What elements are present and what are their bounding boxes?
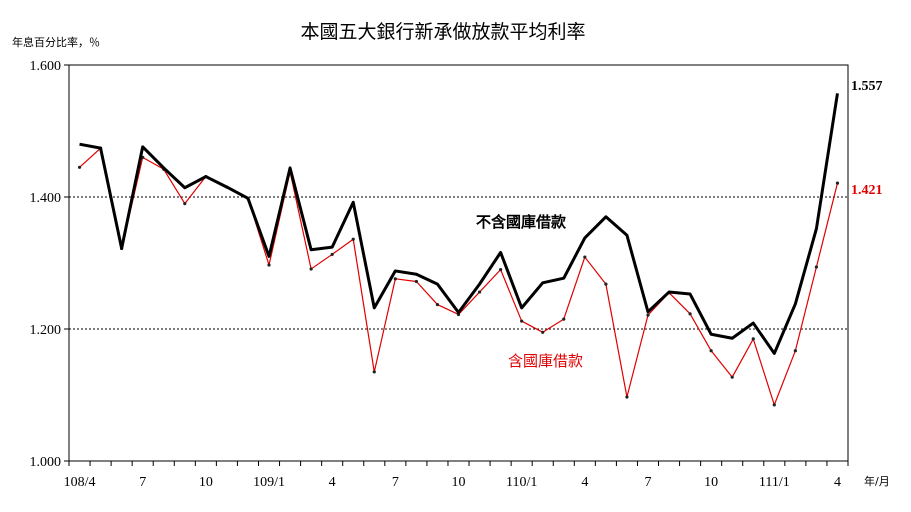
data-point: [709, 349, 713, 353]
data-point: [688, 312, 692, 316]
x-tick-label: 4: [581, 475, 588, 490]
data-point: [183, 202, 187, 206]
end-label-no-treasury: 1.557: [851, 79, 883, 94]
data-point: [520, 319, 524, 323]
data-point: [583, 255, 587, 259]
x-tick-label: 110/1: [506, 475, 537, 490]
x-tick-label: 4: [329, 475, 336, 490]
x-tick-label: 10: [704, 475, 718, 490]
data-point: [330, 252, 334, 257]
x-tick-label: 10: [452, 475, 466, 490]
end-label-with-treasury: 1.421: [851, 183, 883, 198]
data-point: [835, 181, 840, 185]
series-group: [77, 93, 840, 407]
data-point: [772, 403, 776, 407]
data-point: [435, 302, 440, 307]
y-tick-label: 1.000: [30, 455, 62, 470]
axis-ticks: 1.000 1.200 1.400 1.600 108/4 7 10 109/1 4 7 10 110…: [30, 59, 849, 490]
x-tick-label: 10: [199, 475, 213, 490]
x-tick-label: 7: [644, 475, 651, 490]
data-point: [414, 279, 418, 284]
data-point: [814, 265, 819, 269]
data-point: [751, 337, 755, 341]
data-point: [372, 370, 376, 374]
data-point: [351, 237, 355, 241]
x-tick-label: 108/4: [64, 475, 96, 490]
plot-frame: [68, 64, 849, 462]
data-point: [646, 313, 650, 317]
series-labels: 不含國庫借款 含國庫借款 1.557 1.421: [476, 79, 883, 370]
y-tick-label: 1.400: [30, 191, 62, 206]
data-point: [625, 395, 629, 399]
data-point: [267, 263, 271, 267]
data-point: [562, 317, 566, 321]
x-tick-label: 7: [392, 475, 399, 490]
x-tick-label: 109/1: [253, 475, 285, 490]
data-point: [730, 375, 734, 379]
data-point: [604, 282, 608, 286]
x-axis-label: 年/月: [864, 474, 890, 488]
series-name-with-treasury: 含國庫借款: [508, 352, 583, 370]
x-tick-label: 111/1: [759, 475, 790, 490]
data-point: [541, 330, 545, 334]
data-point: [477, 290, 482, 294]
y-tick-label: 1.200: [30, 323, 62, 338]
series-line-1: [79, 147, 839, 406]
series-line-0: [79, 93, 839, 355]
x-tick-label: 4: [834, 475, 841, 490]
y-axis-label: 年息百分比率，％: [12, 35, 100, 49]
data-point: [309, 267, 313, 271]
data-point: [77, 165, 82, 169]
gridlines: [69, 196, 848, 330]
data-point: [499, 268, 503, 272]
data-point: [793, 349, 797, 353]
series-name-no-treasury: 不含國庫借款: [476, 213, 567, 231]
y-tick-label: 1.600: [30, 59, 62, 74]
data-point: [393, 277, 397, 281]
x-tick-label: 7: [139, 475, 146, 490]
chart-title: 本國五大銀行新承做放款平均利率: [300, 21, 585, 43]
